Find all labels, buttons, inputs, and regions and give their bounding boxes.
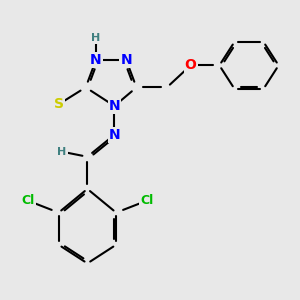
- Text: H: H: [57, 147, 67, 157]
- Text: Cl: Cl: [22, 194, 35, 207]
- Text: N: N: [109, 128, 120, 142]
- Text: N: N: [90, 53, 102, 67]
- Text: N: N: [109, 99, 120, 113]
- Text: N: N: [121, 53, 132, 67]
- Text: O: O: [185, 58, 197, 72]
- Text: H: H: [91, 33, 101, 43]
- Text: Cl: Cl: [140, 194, 153, 207]
- Text: S: S: [54, 97, 64, 111]
